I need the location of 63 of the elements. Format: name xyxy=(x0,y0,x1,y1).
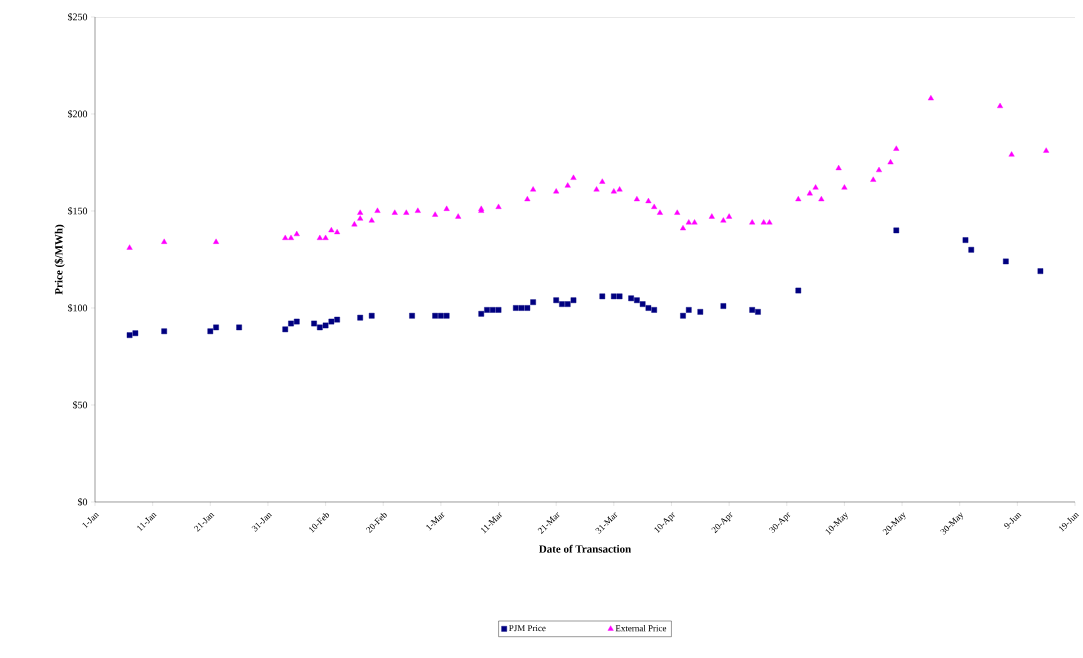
point xyxy=(530,299,536,305)
point xyxy=(1037,268,1044,274)
point xyxy=(968,246,975,253)
point xyxy=(795,287,802,294)
point xyxy=(697,309,704,315)
point xyxy=(368,312,375,319)
point xyxy=(432,312,438,319)
point xyxy=(478,311,485,317)
point xyxy=(334,316,340,323)
point xyxy=(570,297,577,304)
point xyxy=(645,305,652,311)
y-tick-label: $50 xyxy=(72,400,88,409)
y-tick-label: $0 xyxy=(77,497,88,506)
point xyxy=(293,318,300,325)
point xyxy=(755,309,761,315)
point xyxy=(328,318,335,325)
point xyxy=(628,295,634,302)
point xyxy=(616,293,623,300)
legend-label: External Price xyxy=(615,625,667,632)
point xyxy=(680,312,686,319)
y-tick-label: $150 xyxy=(67,206,88,215)
point xyxy=(513,305,519,311)
point xyxy=(685,307,692,313)
point xyxy=(236,324,242,331)
point xyxy=(749,307,755,313)
point xyxy=(651,307,657,313)
point xyxy=(489,307,496,313)
point xyxy=(518,305,525,311)
point xyxy=(322,322,329,329)
point xyxy=(213,324,219,331)
point xyxy=(161,328,167,335)
point xyxy=(599,293,606,300)
point xyxy=(409,312,415,319)
x-tick-label: 1-Jan xyxy=(82,513,100,529)
point xyxy=(1003,258,1009,265)
point xyxy=(559,301,565,307)
point xyxy=(495,307,502,313)
point xyxy=(564,301,571,307)
point xyxy=(357,314,363,321)
point xyxy=(207,328,214,335)
point xyxy=(720,303,727,309)
point xyxy=(484,307,490,313)
point xyxy=(553,297,559,304)
point xyxy=(611,293,617,300)
point xyxy=(288,320,294,327)
point xyxy=(438,312,444,319)
x-axis-title: Date of Transaction xyxy=(539,544,631,553)
point xyxy=(634,297,640,304)
y-tick-label: $200 xyxy=(67,110,88,118)
y-tick-label: $100 xyxy=(67,303,88,312)
point xyxy=(893,227,900,234)
legend-label: PJM Price xyxy=(509,625,546,632)
point xyxy=(524,305,531,311)
point xyxy=(132,330,139,337)
point xyxy=(311,320,317,327)
point xyxy=(317,324,323,331)
y-tick-label: $250 xyxy=(67,13,88,21)
point xyxy=(126,332,133,338)
point xyxy=(639,301,646,307)
point xyxy=(443,312,450,319)
point xyxy=(282,326,289,333)
point xyxy=(962,237,969,243)
y-axis-title: Price ($/MWh) xyxy=(54,224,65,295)
